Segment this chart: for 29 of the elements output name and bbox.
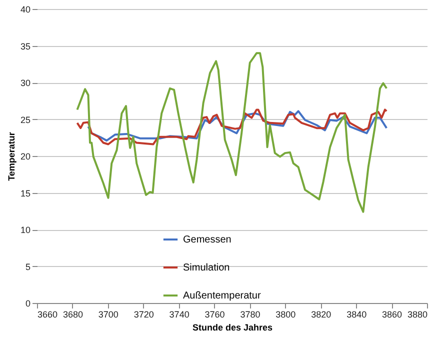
x-tick-label: 3820: [311, 310, 332, 320]
x-tick-label: 3680: [62, 310, 83, 320]
y-tick-label: 5: [25, 262, 30, 272]
x-tick-label: 3740: [169, 310, 190, 320]
legend-label: Außentemperatur: [183, 290, 262, 302]
x-tick-label: 3760: [204, 310, 225, 320]
y-tick-label: 20: [20, 152, 30, 162]
x-tick-label: 3720: [134, 310, 154, 320]
line-series: [76, 52, 388, 213]
x-tick-label: 3800: [276, 310, 296, 320]
y-tick-label: 30: [20, 78, 30, 88]
x-axis-title: Stunde des Jahres: [192, 322, 273, 332]
x-tick-label: 3840: [346, 310, 367, 320]
line-series: [76, 108, 388, 146]
x-tick-label: 3660: [38, 310, 58, 320]
x-tick-label: 3780: [240, 310, 260, 320]
legend-label: Simulation: [183, 262, 230, 274]
legend-label: Gemessen: [183, 234, 232, 246]
x-tick-label: 3700: [98, 310, 118, 320]
y-tick-label: 0: [25, 298, 30, 308]
y-tick-label: 15: [20, 188, 30, 198]
x-tick-label: 3860: [382, 310, 402, 320]
y-axis-title: Temperatur: [6, 132, 16, 181]
y-tick-label: 35: [20, 41, 30, 52]
y-tick-label: 25: [20, 114, 30, 125]
y-tick-label: 10: [20, 225, 30, 235]
y-tick-label: 40: [20, 4, 30, 14]
line-series: [87, 110, 388, 142]
x-tick-label: 3880: [407, 310, 428, 320]
